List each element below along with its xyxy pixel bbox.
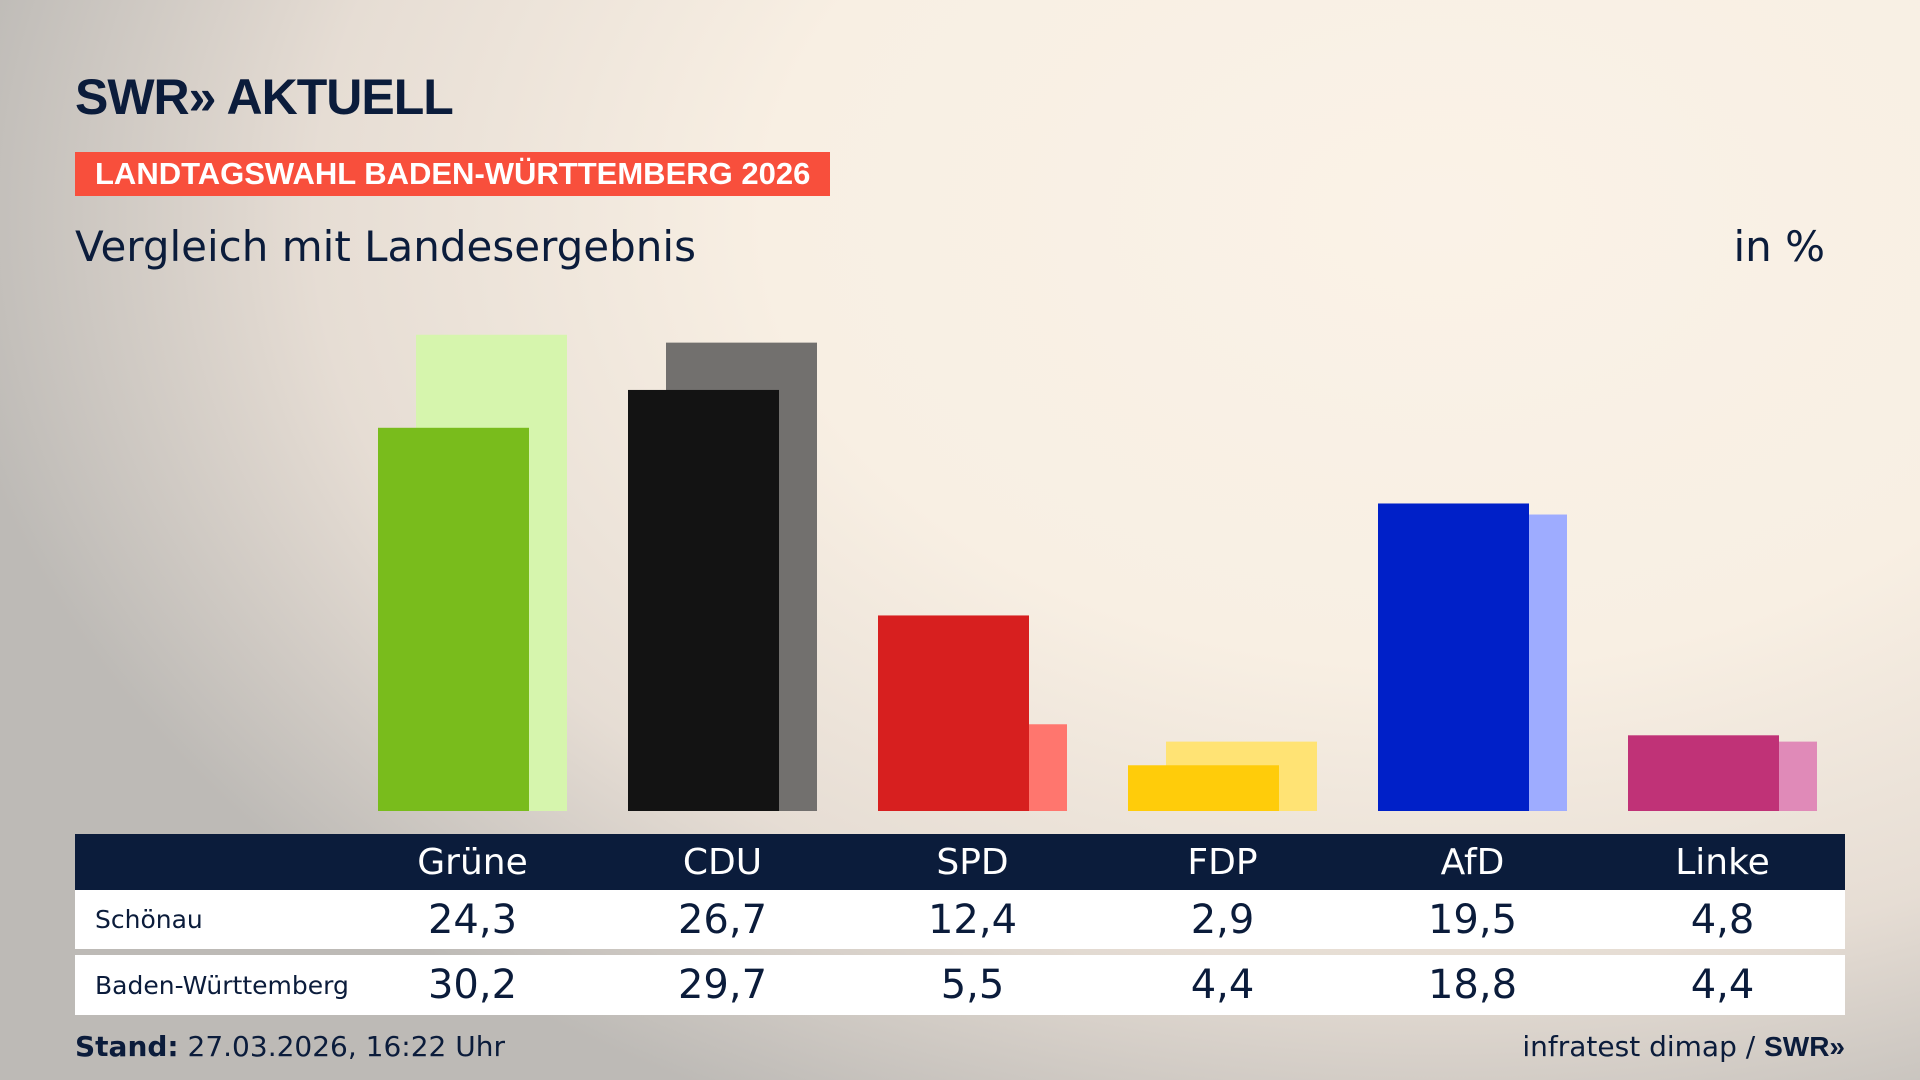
value-cell: 12,4 (927, 896, 1018, 943)
party-label: Linke (1675, 841, 1770, 883)
value-cell: 4,8 (1690, 896, 1755, 943)
value-cell: 30,2 (427, 962, 518, 1008)
bar-afd-schoenau (1378, 503, 1529, 811)
value-cell: 29,7 (677, 962, 768, 1008)
table-row: Schönau 24,3 26,7 12,4 2,9 19,5 4,8 (75, 890, 1845, 949)
swr-logo: SWR» (1764, 1031, 1845, 1062)
party-label: SPD (936, 841, 1009, 883)
value-cell: 24,3 (427, 896, 518, 943)
source: infratest dimap / SWR» (1522, 1030, 1845, 1063)
value-cell: 26,7 (677, 896, 768, 943)
party-label: AfD (1440, 841, 1505, 883)
value-cell: 4,4 (1690, 962, 1755, 1008)
bar-grüne-schoenau (378, 427, 529, 811)
party-label: Grüne (417, 841, 528, 883)
timestamp: Stand: 27.03.2026, 16:22 Uhr (75, 1030, 505, 1063)
row-label: Schönau (95, 905, 203, 934)
bar-cdu-schoenau (628, 389, 779, 811)
party-label: CDU (682, 841, 763, 883)
bar-linke-schoenau (1628, 735, 1779, 811)
bar-spd-schoenau (878, 615, 1029, 811)
bar-fdp-schoenau (1128, 765, 1279, 811)
stand-label: Stand: (75, 1030, 179, 1063)
value-cell: 4,4 (1190, 962, 1255, 1008)
value-cell: 18,8 (1427, 962, 1518, 1008)
row-label: Baden-Württemberg (95, 970, 349, 1000)
value-cell: 5,5 (940, 962, 1005, 1008)
stand-value: 27.03.2026, 16:22 Uhr (187, 1030, 505, 1063)
swr-aktuell-logo: SWR» AKTUELL (75, 69, 454, 125)
source-text: infratest dimap / (1522, 1030, 1756, 1063)
election-banner: LANDTAGSWAHL BADEN-WÜRTTEMBERG 2026 (75, 152, 831, 196)
value-cell: 19,5 (1427, 896, 1518, 943)
table-row: Baden-Württemberg 30,2 29,7 5,5 4,4 18,8 4,4 (75, 955, 1845, 1015)
unit-label: in % (1733, 222, 1825, 271)
table-header: Grüne CDU SPD FDP AfD Linke (75, 834, 1845, 890)
party-label: FDP (1187, 841, 1258, 883)
value-cell: 2,9 (1190, 896, 1255, 943)
chart-subtitle: Vergleich mit Landesergebnis (75, 222, 696, 271)
